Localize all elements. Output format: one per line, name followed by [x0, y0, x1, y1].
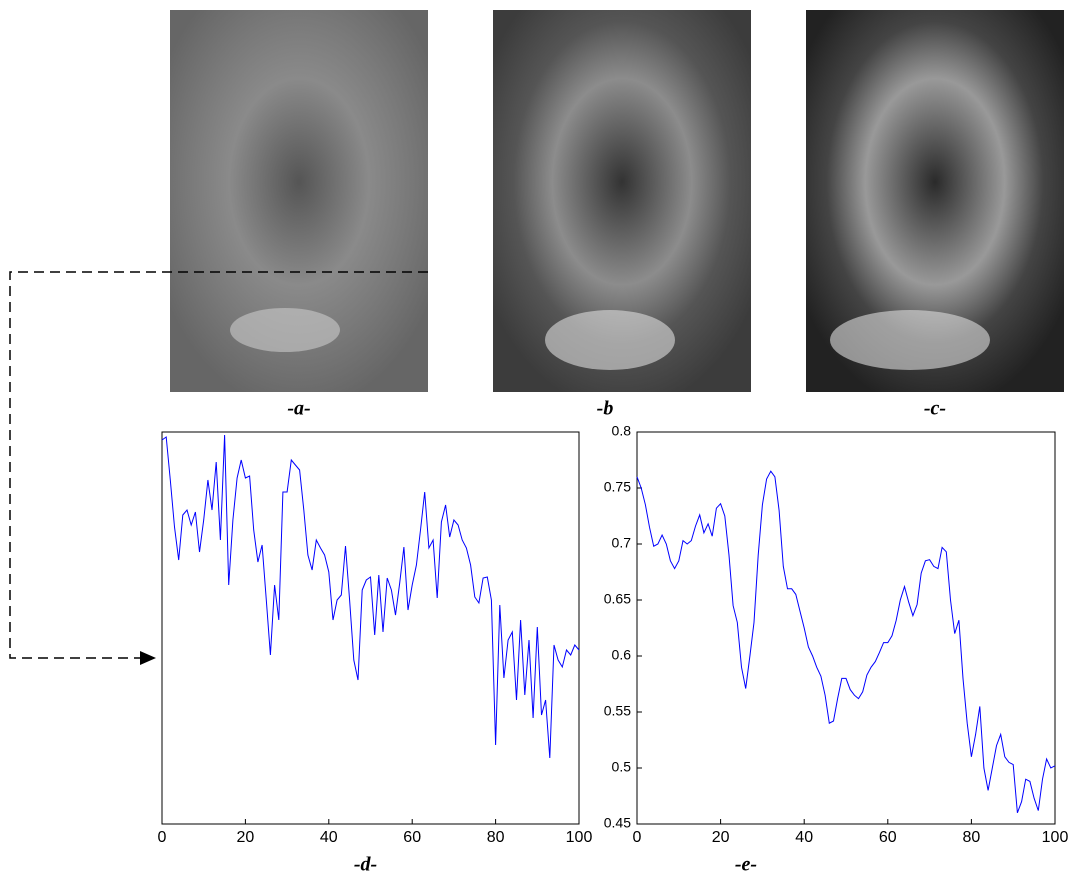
x-tick-label: 40 — [795, 829, 813, 846]
y-tick-label: 0.55 — [604, 703, 631, 719]
y-tick-label: 0.5 — [612, 759, 632, 775]
y-tick-label: 0.75 — [604, 479, 631, 495]
image-caption: -b — [597, 398, 614, 420]
dashed-connector — [9, 271, 428, 659]
plot-frame — [636, 431, 1056, 825]
line — [161, 434, 580, 759]
chart-caption: -d- — [354, 854, 377, 876]
y-tick-label: 0.45 — [604, 815, 631, 831]
x-tick-label: 60 — [403, 829, 421, 846]
x-tick-label: 100 — [566, 829, 593, 846]
x-tick-label: 0 — [633, 829, 642, 846]
y-tick-label: 0.7 — [612, 535, 632, 551]
x-tick-label: 0 — [158, 829, 167, 846]
y-tick-label: 0.6 — [612, 647, 632, 663]
arrow-head — [140, 651, 156, 665]
x-tick-label: 20 — [712, 829, 730, 846]
image-b-detail — [545, 310, 675, 370]
x-tick-label: 100 — [1042, 829, 1069, 846]
x-tick-label: 60 — [879, 829, 897, 846]
y-tick-label: 0.8 — [612, 423, 632, 439]
chart-caption: -e- — [735, 854, 757, 876]
image-caption: -c- — [924, 398, 946, 420]
image-c-detail — [830, 310, 990, 370]
x-tick-label: 80 — [963, 829, 981, 846]
plot-frame — [161, 431, 580, 825]
image-a-detail — [230, 308, 340, 352]
x-tick-label: 20 — [237, 829, 255, 846]
image-caption: -a- — [287, 398, 310, 420]
x-tick-label: 80 — [487, 829, 505, 846]
y-tick-label: 0.65 — [604, 591, 631, 607]
line — [636, 470, 1056, 813]
x-tick-label: 40 — [320, 829, 338, 846]
